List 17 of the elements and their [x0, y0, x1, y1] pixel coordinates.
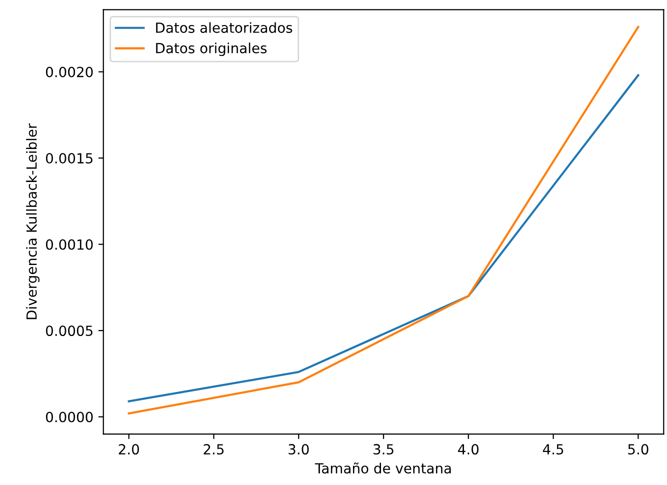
legend-label: Datos aleatorizados [156, 22, 292, 33]
y-axis-title: Divergencia Kullback-Leibler [26, 123, 40, 320]
x-tick-label: 2.5 [204, 444, 224, 455]
legend-label: Datos originales [156, 42, 267, 56]
x-tick-label: 3.0 [288, 444, 309, 455]
y-tick-label: 0.0015 [46, 153, 92, 164]
x-tick-label: 2.0 [118, 444, 139, 455]
x-tick-label: 3.5 [374, 444, 394, 455]
x-tick-label: 4.0 [458, 444, 479, 455]
y-tick-label: 0.0020 [46, 66, 93, 78]
x-tick-label: 5.0 [628, 444, 648, 455]
line-series [128, 74, 640, 402]
x-tick-label: 4.5 [542, 444, 564, 455]
y-tick-label: 0.0005 [46, 326, 92, 336]
x-axis-title: Tamaño de ventana [314, 462, 451, 474]
y-tick-label: 0.0000 [46, 412, 93, 422]
y-tick-label: 0.0010 [46, 239, 93, 250]
